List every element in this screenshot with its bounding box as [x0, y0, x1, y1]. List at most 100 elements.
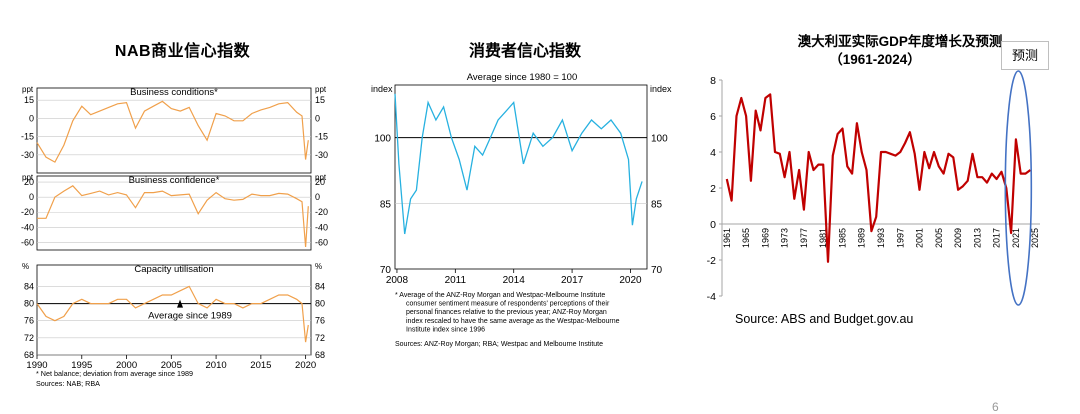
nab-tick-label-left: 20 — [24, 177, 34, 187]
nab-chart: 15 15 0 0 -15 -15 -30 -30 ppt ppt Business conditi… — [21, 85, 328, 388]
gdp-tick-label: 6 — [710, 111, 716, 123]
nab-tick-label-left: 80 — [24, 299, 34, 309]
gdp-x-tick-label: 1961 — [722, 228, 732, 248]
nab-tick-label-right: -40 — [315, 222, 328, 232]
nab-unit-left: ppt — [22, 85, 34, 94]
gdp-chart-subtitle: （1961-2024） — [829, 52, 921, 67]
gdp-tick-label: 2 — [710, 183, 716, 195]
gdp-x-tick-label: 2017 — [992, 228, 1002, 248]
nab-x-tick-label: 2020 — [295, 360, 316, 371]
nab-panel-title: Capacity utilisation — [134, 264, 213, 275]
consumer-tick-label-right: 70 — [651, 265, 663, 276]
consumer-unit-left: index — [371, 84, 393, 94]
nab-x-tick-label: 2015 — [250, 360, 271, 371]
consumer-frame — [394, 84, 648, 270]
gdp-x-tick-label: 2009 — [953, 228, 963, 248]
nab-series-line — [36, 100, 309, 163]
average-arrow — [177, 299, 183, 308]
nab-tick-label-right: -15 — [315, 132, 328, 142]
consumer-series-line — [394, 93, 643, 235]
nab-unit-right: % — [315, 262, 322, 271]
consumer-chart: Average since 1980 = 100 100 100 85 85 70 70 i… — [371, 72, 672, 348]
nab-tick-label-left: 15 — [24, 95, 34, 105]
nab-x-tick-label: 1995 — [71, 360, 92, 371]
forecast-highlight-ellipse — [1004, 70, 1033, 306]
nab-unit-right: ppt — [315, 85, 327, 94]
nab-series-line — [36, 285, 309, 343]
page-number: 6 — [992, 400, 999, 414]
consumer-tick-label-right: 85 — [651, 199, 663, 210]
nab-tick-label-right: 68 — [315, 350, 325, 360]
consumer-footnote-line: * Average of the ANZ-Roy Morgan and West… — [395, 292, 605, 299]
nab-panel-frame — [36, 175, 312, 251]
nab-tick-label-left: 76 — [24, 316, 34, 326]
nab-x-tick-label: 2000 — [116, 360, 137, 371]
nab-tick-label-right: 0 — [315, 113, 320, 123]
nab-tick-label-right: 20 — [315, 177, 325, 187]
gdp-x-tick-label: 1989 — [857, 228, 867, 248]
gdp-x-tick-label: 1969 — [760, 228, 770, 248]
consumer-source: Sources: ANZ-Roy Morgan; RBA; Westpac an… — [395, 341, 603, 348]
gdp-x-tick-label: 1993 — [876, 228, 886, 248]
nab-x-tick-label: 1990 — [26, 360, 47, 371]
gdp-x-tick-label: 2013 — [972, 228, 982, 248]
gdp-x-tick-label: 2005 — [934, 228, 944, 248]
nab-tick-label-left: 0 — [29, 113, 34, 123]
consumer-footnote-line: consumer sentiment measure of respondent… — [406, 301, 610, 308]
consumer-tick-label-left: 100 — [374, 134, 391, 145]
nab-tick-label-left: -40 — [21, 222, 34, 232]
nab-unit-right: ppt — [315, 173, 327, 182]
consumer-tick-label-right: 100 — [651, 134, 668, 145]
gdp-tick-label: -4 — [707, 291, 716, 303]
gdp-tick-label: 8 — [710, 75, 716, 87]
consumer-chart-title: 消费者信心指数 — [468, 43, 581, 60]
nab-panel-title: Business confidence* — [129, 175, 220, 186]
nab-tick-label-right: -60 — [315, 237, 328, 247]
nab-panel-frame — [36, 87, 312, 174]
forecast-badge: 预测 — [1001, 41, 1049, 70]
gdp-source: Source: ABS and Budget.gov.au — [735, 312, 913, 326]
nab-tick-label-right: 80 — [315, 299, 325, 309]
nab-chart-title: NAB商业信心指数 — [114, 43, 251, 60]
consumer-tick-label-left: 85 — [380, 199, 392, 210]
nab-tick-label-left: -20 — [21, 207, 34, 217]
gdp-x-tick-label: 2025 — [1030, 228, 1040, 248]
gdp-x-tick-label: 1977 — [799, 228, 809, 248]
gdp-x-tick-label: 1985 — [837, 228, 847, 248]
nab-tick-label-left: -30 — [21, 150, 34, 160]
gdp-x-tick-label: 1973 — [780, 228, 790, 248]
nab-tick-label-right: -30 — [315, 150, 328, 160]
gdp-chart: 8 6 4 2 0 -2 -4 1961 1965 1969 1973 1977 1981 1985 198… — [707, 70, 1040, 326]
nab-x-tick-label: 2005 — [161, 360, 182, 371]
consumer-footnote-line: Institute index since 1996 — [406, 326, 485, 333]
consumer-tick-label-left: 70 — [380, 265, 392, 276]
nab-unit-left: ppt — [22, 173, 34, 182]
gdp-series-line — [725, 93, 1032, 263]
nab-tick-label-left: -15 — [21, 132, 34, 142]
gdp-tick-label: 4 — [710, 147, 716, 159]
consumer-x-tick-label: 2011 — [445, 275, 467, 286]
gdp-chart-title: 澳大利亚实际GDP年度增长及预测 — [797, 34, 1003, 49]
nab-tick-label-right: 76 — [315, 316, 325, 326]
gdp-x-tick-label: 2001 — [915, 228, 925, 248]
nab-tick-label-left: 84 — [24, 281, 34, 291]
gdp-x-tick-label: 2021 — [1011, 228, 1021, 248]
nab-tick-label-right: 0 — [315, 192, 320, 202]
nab-x-tick-label: 2010 — [206, 360, 227, 371]
consumer-x-tick-label: 2020 — [619, 275, 642, 286]
gdp-x-tick-label: 1981 — [818, 228, 828, 248]
consumer-x-tick-label: 2017 — [561, 275, 584, 286]
consumer-x-tick-label: 2008 — [386, 275, 409, 286]
gdp-x-tick-label: 1997 — [895, 228, 905, 248]
nab-tick-label-right: 84 — [315, 281, 325, 291]
nab-series-line — [37, 185, 309, 248]
gdp-tick-label: -2 — [707, 255, 716, 267]
nab-unit-left: % — [22, 262, 29, 271]
nab-source: Sources: NAB; RBA — [36, 379, 100, 388]
consumer-unit-right: index — [650, 84, 672, 94]
consumer-x-tick-label: 2014 — [503, 275, 526, 286]
nab-tick-label-right: 72 — [315, 333, 325, 343]
nab-tick-label-left: 0 — [29, 192, 34, 202]
nab-tick-label-left: 72 — [24, 333, 34, 343]
nab-panel-title: Business conditions* — [130, 87, 218, 98]
